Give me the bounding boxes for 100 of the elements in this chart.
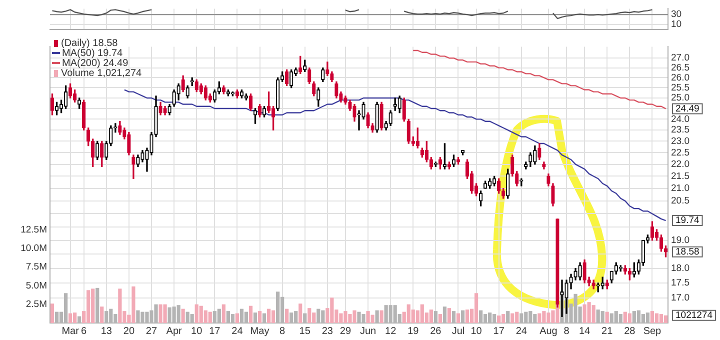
x-tick-label: May [250, 326, 270, 337]
candlestick [538, 143, 542, 160]
candlestick [375, 102, 379, 133]
text: 19.74 [676, 215, 700, 226]
candlestick [244, 94, 248, 100]
candlestick [235, 89, 240, 98]
candlestick [186, 85, 190, 98]
candlestick [150, 132, 154, 156]
candlestick [72, 89, 77, 103]
candlestick [569, 274, 573, 290]
candlestick [330, 71, 334, 82]
candlestick [54, 102, 59, 116]
candlestick [578, 262, 582, 280]
candlestick [168, 104, 172, 116]
candlestick [104, 140, 108, 160]
x-tick-label: 14 [578, 326, 591, 337]
y-tick-label: 23.0 [671, 136, 690, 147]
x-tick-label: 17 [209, 326, 221, 337]
candlestick [352, 104, 356, 122]
candlestick [140, 150, 144, 162]
candlestick [158, 102, 162, 116]
legend-label: (Daily) 18.58 [61, 38, 118, 49]
y2-tick-label: 12.5M [20, 224, 48, 236]
candlestick [574, 268, 578, 280]
x-tick-label: 24 [516, 326, 528, 337]
candlestick [398, 96, 402, 114]
x-tick-label: 6 [81, 326, 88, 337]
candlestick [181, 75, 185, 92]
x-tick-label: 15 [299, 326, 311, 337]
candlestick [316, 87, 320, 107]
candlestick [266, 91, 271, 114]
y-tick-label: 18.0 [671, 262, 690, 274]
x-tick-label: 17 [493, 326, 505, 337]
x-tick-label: 10 [191, 326, 203, 337]
candlestick [596, 282, 600, 292]
x-tick-label: 20 [123, 326, 135, 337]
x-tick-label: Aug [540, 326, 558, 337]
y-tick-label: 25.0 [671, 92, 690, 104]
candlestick [248, 94, 253, 111]
x-tick-label: 19 [408, 326, 420, 337]
x-tick-label: 23 [322, 326, 334, 337]
x-tick-label: 8 [564, 326, 570, 337]
legend-label: MA(50) 19.74 [62, 48, 123, 59]
candlestick [344, 96, 348, 105]
y-tick-label: 26.0 [671, 72, 690, 84]
x-tick-label: 13 [100, 326, 112, 337]
y-tick-label: 24.0 [671, 114, 690, 125]
x-tick-label: 24 [232, 326, 244, 337]
x-tick-label: 27 [146, 326, 158, 337]
candlestick [204, 85, 208, 100]
candlestick [240, 89, 244, 98]
y-tick-label: 25.5 [671, 82, 690, 94]
candlestick [488, 178, 492, 189]
y-tick-label: 22.5 [671, 147, 690, 158]
candlestick [478, 190, 483, 206]
x-tick-label: Jul [452, 326, 465, 337]
candlestick [460, 150, 465, 156]
candlestick [366, 112, 370, 128]
candlestick [127, 132, 131, 156]
y-tick-label: 20.5 [671, 196, 690, 207]
candlestick [362, 102, 366, 120]
candlestick [592, 280, 596, 290]
candlestick [650, 221, 654, 241]
x-tick-label: 12 [385, 326, 397, 337]
candlestick [664, 245, 668, 258]
candlestick [276, 77, 280, 111]
candlestick [271, 106, 276, 130]
candlestick [96, 140, 100, 160]
candlestick [582, 259, 586, 284]
candlestick [628, 268, 632, 280]
candlestick [483, 180, 488, 189]
legend-label: MA(200) 24.49 [62, 58, 128, 69]
y-tick-label: 23.5 [671, 124, 690, 136]
text: 24.49 [676, 103, 700, 114]
y2-tick-label: 10.0M [20, 242, 48, 254]
y-tick-label: 30 [671, 9, 682, 20]
candlestick [420, 148, 424, 158]
candlestick [388, 110, 392, 126]
x-tick-label: 21 [602, 326, 614, 337]
candlestick [154, 96, 158, 138]
candlestick [528, 152, 532, 167]
x-tick-label: Sep [643, 326, 662, 337]
candlestick [605, 280, 609, 290]
x-tick-label: Apr [166, 326, 182, 337]
x-tick-label: 29 [340, 326, 352, 337]
y-tick-label: 22.0 [671, 158, 690, 170]
y-tick-label: 27.0 [671, 52, 690, 64]
y-tick-label: 26.5 [671, 62, 690, 74]
candlestick [546, 173, 550, 186]
y-tick-label: 17.0 [671, 292, 690, 304]
candlestick [406, 118, 410, 144]
candlestick [600, 276, 604, 290]
x-tick-label: 28 [624, 326, 636, 337]
x-tick-label: Mar [62, 326, 80, 337]
x-tick-label: 8 [280, 326, 286, 337]
candlestick [100, 140, 104, 167]
candlestick [551, 183, 555, 206]
text: 18.58 [676, 246, 700, 258]
candlestick [380, 102, 384, 130]
candlestick [176, 83, 180, 100]
